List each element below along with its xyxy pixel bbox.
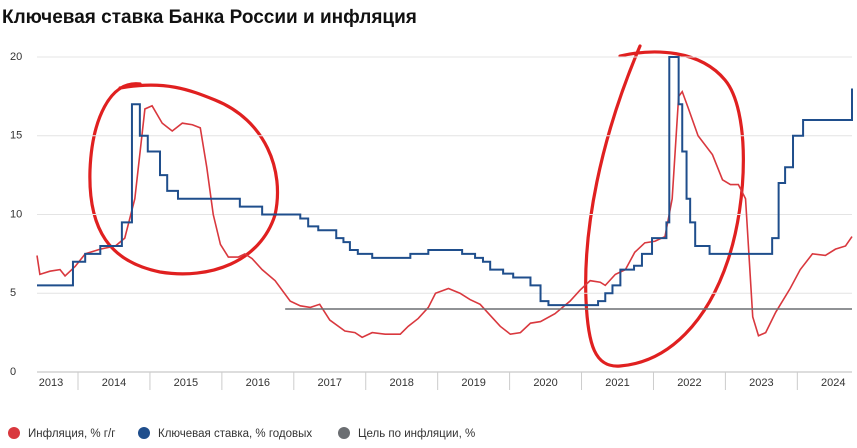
y-tick-label: 15 (10, 130, 22, 142)
chart-title: Ключевая ставка Банка России и инфляция (2, 7, 417, 28)
y-tick-label: 0 (10, 366, 16, 378)
x-tick-label: 2016 (246, 377, 270, 389)
x-tick-label: 2020 (533, 377, 557, 389)
hand-circle (88, 82, 280, 276)
legend-label: Инфляция, % г/г (28, 428, 115, 440)
y-tick-label: 20 (10, 51, 22, 63)
legend-label: Цель по инфляции, % (358, 428, 475, 440)
x-tick-label: 2022 (677, 377, 701, 389)
hand-circle (584, 44, 745, 368)
legend-label: Ключевая ставка, % годовых (158, 428, 312, 440)
x-tick-label: 2019 (461, 377, 485, 389)
legend-marker (8, 427, 20, 439)
annotations (88, 44, 745, 368)
x-tick-label: 2013 (39, 377, 63, 389)
y-tick-label: 5 (10, 287, 16, 299)
x-tick-label: 2021 (605, 377, 629, 389)
x-tick-label: 2014 (102, 377, 126, 389)
y-tick-label: 10 (10, 208, 22, 220)
x-tick-label: 2024 (821, 377, 845, 389)
series-line (36, 90, 853, 339)
x-tick-label: 2015 (174, 377, 198, 389)
legend-marker (338, 427, 350, 439)
x-tick-label: 2018 (389, 377, 413, 389)
series-line (37, 56, 853, 307)
x-tick-label: 2017 (318, 377, 342, 389)
legend-marker (138, 427, 150, 439)
x-tick-label: 2023 (749, 377, 773, 389)
